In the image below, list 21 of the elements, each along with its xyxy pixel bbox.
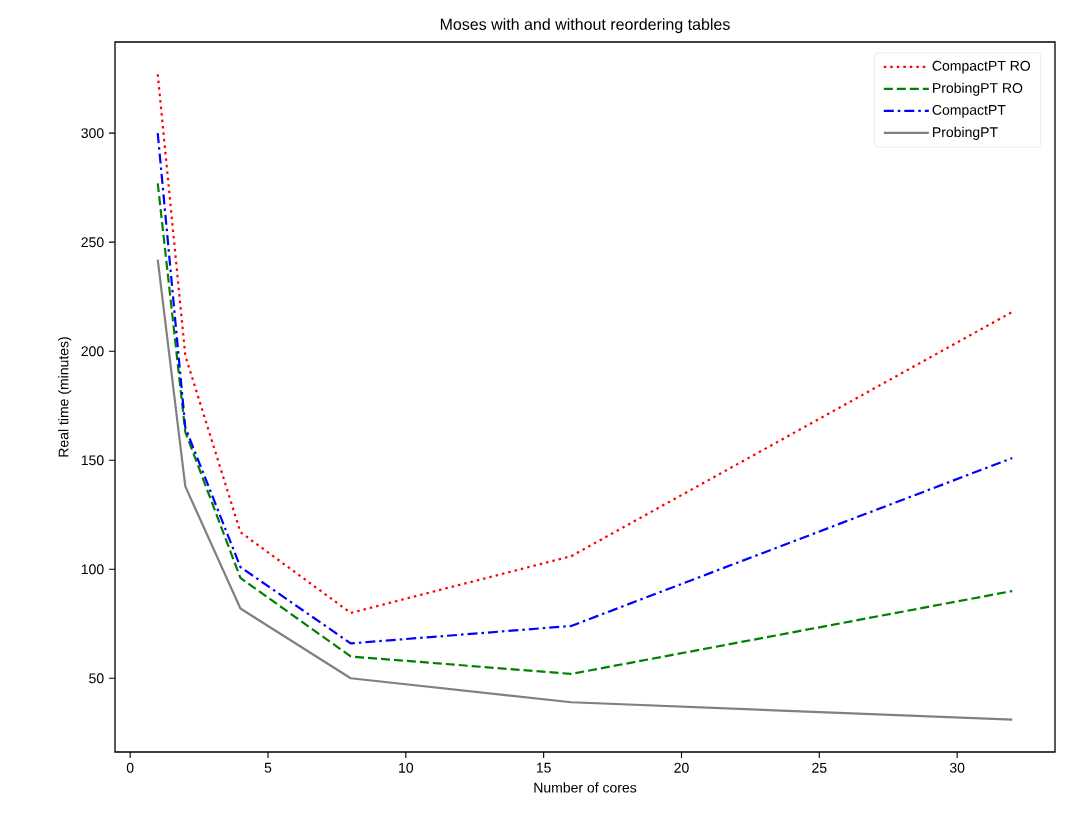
x-tick-label: 15 <box>536 762 551 773</box>
x-tick-label: 5 <box>264 762 272 773</box>
x-axis-title: Number of cores <box>534 782 637 793</box>
x-tick-label: 30 <box>949 762 965 773</box>
y-axis-title: Real time (minutes) <box>58 337 72 457</box>
y-tick-label: 300 <box>81 128 104 139</box>
legend-label: CompactPT RO <box>932 60 1031 74</box>
x-tick-label: 10 <box>399 762 414 773</box>
x-tick-label: 25 <box>812 762 827 773</box>
y-tick-label: 150 <box>81 455 104 466</box>
legend-label: ProbingPT <box>933 126 998 140</box>
y-tick-label: 100 <box>81 564 104 575</box>
line-series <box>156 258 1014 721</box>
x-tick-label: 20 <box>674 762 689 773</box>
chart-title: Moses with and without reordering tables <box>440 18 730 34</box>
y-tick-label: 200 <box>81 346 104 357</box>
legend-label: ProbingPT RO <box>933 82 1023 96</box>
y-tick-label: 50 <box>89 673 104 684</box>
y-tick-label: 250 <box>81 237 104 248</box>
x-tick-label: 0 <box>126 762 134 773</box>
legend-label: CompactPT <box>932 104 1006 118</box>
